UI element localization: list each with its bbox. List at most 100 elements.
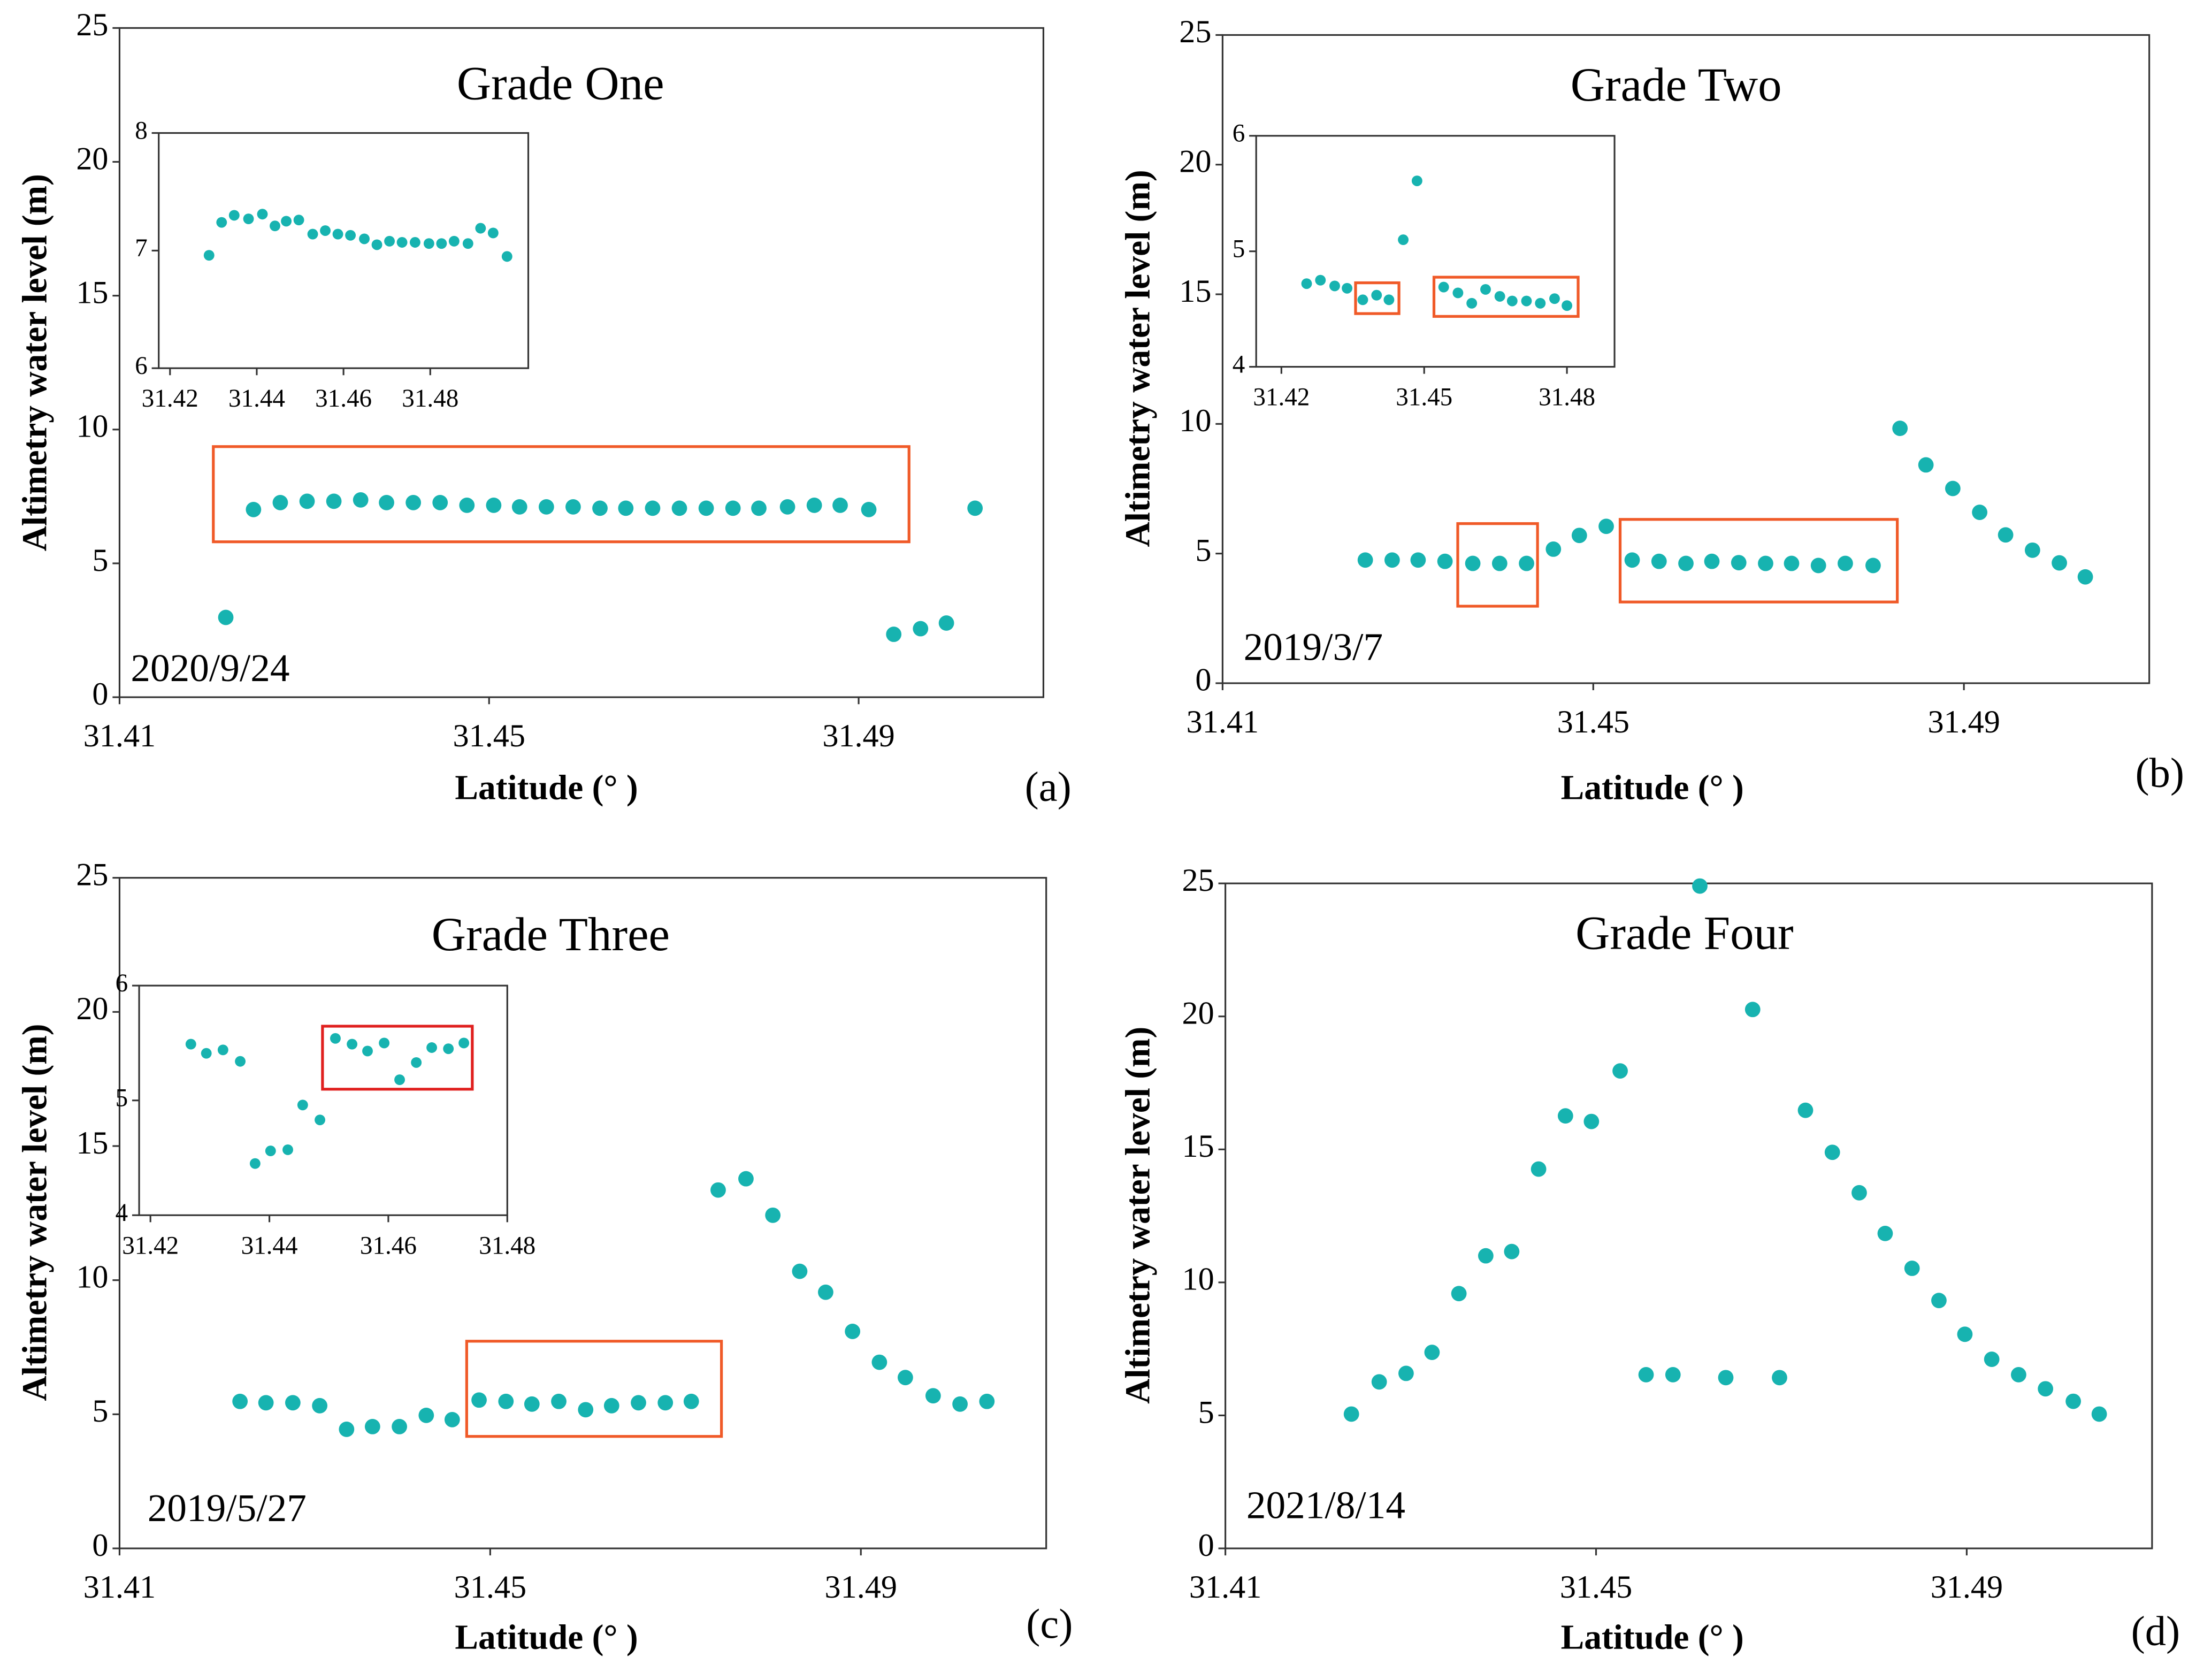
data-point: [201, 1048, 212, 1059]
data-point: [418, 1407, 434, 1423]
data-point: [1945, 480, 1961, 497]
data-point: [1731, 555, 1747, 570]
data-point: [886, 627, 902, 642]
y-tick-label: 5: [1198, 1394, 1214, 1430]
data-point: [1931, 1293, 1947, 1309]
y-tick-label: 10: [76, 409, 108, 445]
x-tick-label: 31.48: [479, 1232, 535, 1259]
panel-label: (a): [1025, 763, 1072, 810]
x-axis-label: Latitude (° ): [1561, 768, 1744, 807]
data-point: [293, 215, 304, 226]
data-point: [1438, 281, 1449, 293]
data-point: [1612, 1063, 1628, 1079]
data-point: [379, 1037, 390, 1049]
y-tick-label: 5: [116, 1085, 128, 1112]
data-point: [1535, 297, 1546, 309]
data-point: [299, 493, 315, 509]
y-axis-label: Altimetry water level (m): [1119, 170, 1158, 547]
y-tick-label: 20: [1179, 144, 1211, 180]
x-tick-label: 31.42: [122, 1232, 179, 1259]
y-tick-label: 0: [92, 676, 108, 712]
y-tick-label: 7: [135, 234, 148, 262]
x-tick-label: 31.45: [1396, 384, 1452, 411]
data-point: [1904, 1261, 1920, 1276]
data-point: [330, 1033, 341, 1044]
data-point: [1480, 284, 1491, 295]
y-tick-label: 0: [1198, 1528, 1214, 1563]
y-tick-label: 20: [1182, 996, 1214, 1032]
y-tick-label: 5: [92, 1393, 108, 1429]
data-point: [1494, 291, 1505, 302]
data-point: [1638, 1366, 1654, 1383]
y-axis-label: Altimetry water level (m): [16, 174, 55, 551]
x-tick-label: 31.41: [83, 1569, 156, 1605]
data-point: [1398, 1365, 1414, 1381]
y-tick-label: 25: [76, 7, 108, 43]
data-point: [897, 1370, 913, 1386]
data-point: [1465, 555, 1481, 571]
data-point: [364, 1419, 380, 1434]
data-point: [362, 1045, 373, 1057]
data-point: [631, 1395, 646, 1411]
data-point: [1519, 555, 1534, 571]
data-point: [1398, 234, 1409, 246]
data-point: [818, 1284, 833, 1300]
data-point: [1851, 1185, 1867, 1201]
inset-highlight-box: [321, 1025, 474, 1091]
highlight-box: [465, 1340, 723, 1438]
data-point: [315, 1114, 326, 1126]
y-tick-label: 20: [76, 991, 108, 1027]
data-point: [347, 1038, 358, 1050]
data-point: [2052, 555, 2067, 571]
y-tick-label: 10: [76, 1259, 108, 1295]
data-point: [307, 228, 318, 240]
data-point: [285, 1395, 301, 1411]
highlight-box: [1456, 522, 1539, 608]
data-point: [1452, 287, 1464, 299]
x-tick-label: 31.48: [1539, 384, 1595, 411]
y-axis-label: Altimetry water level (m): [1119, 1027, 1158, 1404]
data-point: [326, 493, 342, 509]
data-point: [1466, 297, 1478, 309]
data-point: [806, 497, 822, 513]
data-point: [1549, 293, 1560, 304]
date-annotation: 2021/8/14: [1246, 1484, 1405, 1527]
data-point: [1411, 175, 1422, 186]
data-point: [471, 1392, 487, 1408]
data-point: [462, 238, 473, 249]
y-tick-label: 4: [116, 1199, 128, 1227]
x-tick-label: 31.41: [1189, 1569, 1261, 1605]
data-point: [1329, 280, 1340, 292]
data-point: [524, 1396, 540, 1412]
data-point: [475, 223, 486, 234]
data-point: [1998, 527, 2014, 543]
x-tick-label: 31.49: [1927, 704, 2000, 740]
data-point: [396, 237, 408, 248]
data-point: [645, 500, 661, 516]
y-axis-label: Altimetry water level (m): [16, 1024, 55, 1401]
data-point: [1451, 1286, 1467, 1302]
data-point: [1531, 1161, 1547, 1177]
plot-frame: [1225, 882, 2153, 1549]
x-tick-label: 31.48: [402, 385, 458, 413]
data-point: [967, 500, 983, 516]
y-tick-label: 6: [135, 352, 148, 380]
x-tick-label: 31.45: [453, 718, 525, 754]
data-point: [243, 213, 254, 224]
data-point: [1651, 553, 1667, 569]
data-point: [1478, 1248, 1494, 1264]
data-point: [2024, 542, 2040, 558]
data-point: [312, 1398, 328, 1414]
x-tick-label: 31.45: [454, 1569, 526, 1605]
data-point: [1371, 289, 1382, 301]
data-point: [738, 1171, 754, 1187]
data-point: [282, 1144, 293, 1155]
date-annotation: 2019/5/27: [148, 1486, 307, 1530]
data-point: [185, 1038, 196, 1050]
data-point: [1342, 282, 1353, 294]
x-tick-label: 31.49: [825, 1569, 897, 1605]
data-point: [511, 499, 527, 515]
data-point: [246, 501, 262, 517]
data-point: [257, 209, 268, 220]
data-point: [443, 1043, 454, 1055]
